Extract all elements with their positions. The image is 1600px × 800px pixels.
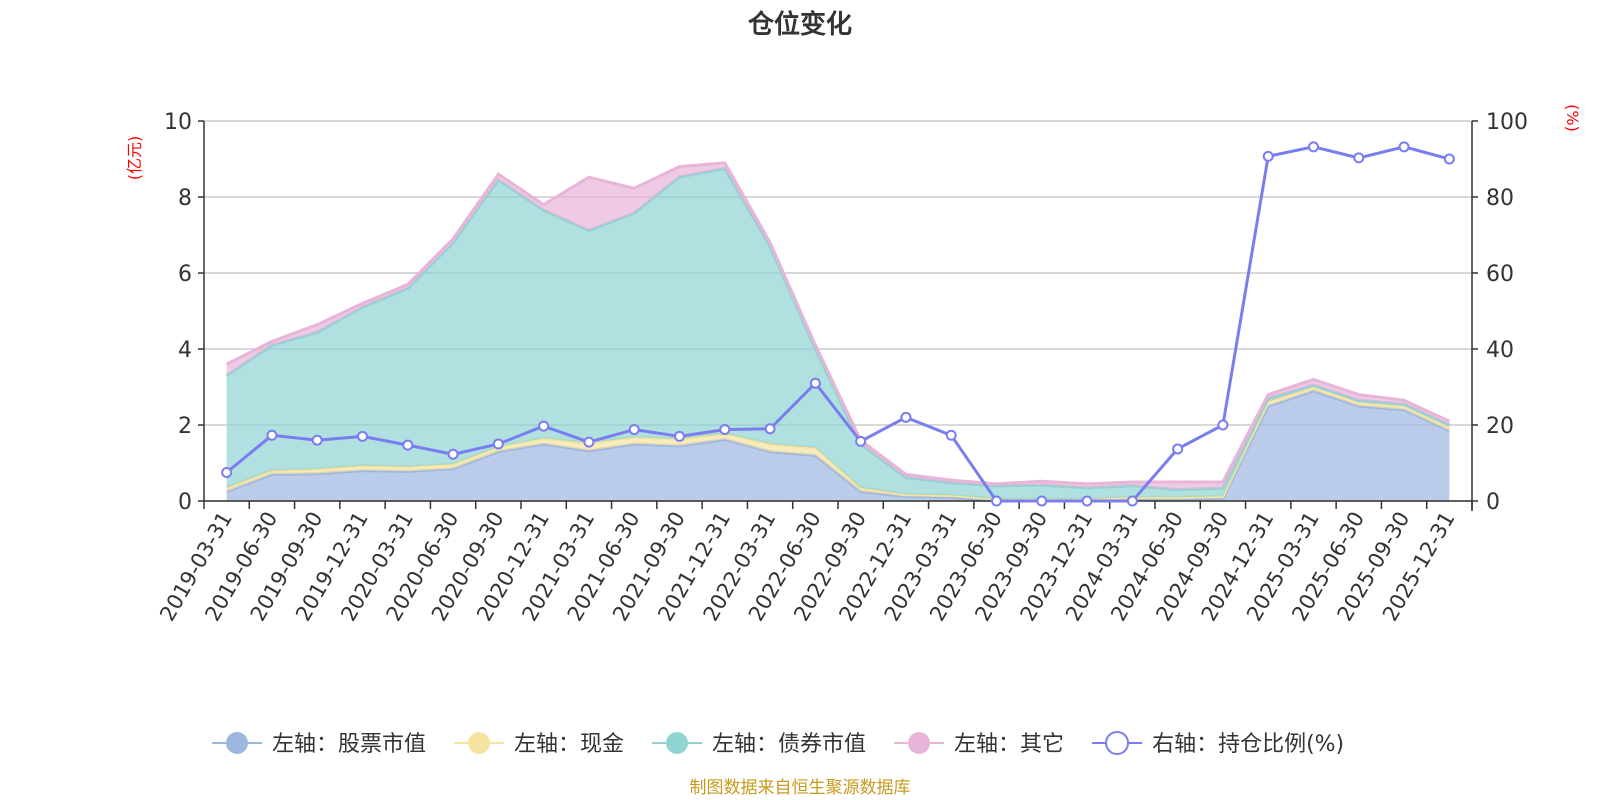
legend-item: 右轴：持仓比例(%) (1092, 731, 1344, 757)
area-左轴：股票市值 (226, 390, 1450, 501)
legend-marker (666, 732, 689, 754)
left-axis-unit: (亿元) (125, 136, 144, 181)
ratio-point (221, 467, 233, 478)
legend-marker (468, 732, 491, 754)
stacked-areas (225, 161, 1451, 502)
left-tick-label: 8 (178, 186, 192, 211)
legend-label: 左轴：现金 (514, 732, 624, 757)
legend-item: 左轴：其它 (894, 732, 1064, 757)
left-tick-label: 0 (178, 490, 192, 515)
left-tick-label: 10 (164, 110, 192, 135)
ratio-point (809, 377, 821, 389)
legend-marker (1105, 731, 1130, 755)
ratio-point (538, 420, 550, 432)
left-tick-label: 2 (178, 414, 192, 439)
right-tick-label: 80 (1486, 186, 1514, 211)
legend-label: 左轴：股票市值 (272, 732, 426, 757)
right-tick-label: 60 (1486, 262, 1514, 287)
left-tick-label: 4 (178, 338, 192, 363)
ratio-point (945, 429, 957, 441)
legend-marker (908, 732, 931, 754)
legend-label: 右轴：持仓比例(%) (1152, 732, 1344, 757)
ratio-point (1262, 150, 1274, 162)
ratio-point (855, 435, 867, 447)
ratio-point (402, 439, 414, 451)
ratio-point (1036, 495, 1048, 507)
area-edge-左轴：其它 (225, 161, 1451, 486)
right-tick-label: 40 (1486, 338, 1514, 363)
ratio-point (1217, 419, 1229, 431)
legend-item: 左轴：现金 (454, 732, 624, 757)
ratio-point (492, 438, 504, 450)
legend-label: 左轴：债券市值 (712, 732, 866, 757)
ratio-point (583, 436, 595, 448)
legend-label: 左轴：其它 (954, 732, 1064, 757)
ratio-point (1172, 443, 1184, 455)
ratio-point (991, 495, 1002, 507)
right-tick-label: 20 (1486, 414, 1514, 439)
ratio-point (1308, 141, 1319, 153)
legend-item: 左轴：股票市值 (212, 732, 426, 757)
right-tick-label: 100 (1486, 110, 1528, 135)
legend: 左轴：股票市值 左轴：现金 左轴：债券市值 左轴：其它 右轴：持仓比例(%) (212, 731, 1344, 757)
left-tick-label: 6 (178, 262, 192, 287)
ratio-point (900, 411, 912, 423)
ratio-point (447, 448, 459, 460)
right-axis-unit: (%) (1563, 104, 1582, 132)
ratio-point (1443, 153, 1455, 165)
ratio-point (1126, 495, 1138, 507)
ratio-point (266, 429, 278, 441)
source-note: 制图数据来自恒生聚源数据库 (690, 778, 911, 798)
ratio-point (311, 434, 323, 446)
area-左轴：债券市值 (226, 168, 1450, 500)
ratio-line (221, 141, 1455, 507)
legend-item: 左轴：债券市值 (652, 732, 866, 757)
right-tick-label: 0 (1486, 490, 1500, 515)
ratio-point (1353, 152, 1365, 164)
ratio-point (628, 424, 640, 436)
ratio-point (719, 424, 731, 436)
legend-marker (226, 732, 248, 754)
ratio-point (674, 430, 685, 442)
chart-title: 仓位变化 (747, 9, 852, 40)
ratio-point (1081, 495, 1093, 507)
ratio-point (1398, 141, 1410, 153)
ratio-point (357, 430, 368, 442)
ratio-line-path (225, 145, 1450, 503)
ratio-point (764, 423, 776, 435)
